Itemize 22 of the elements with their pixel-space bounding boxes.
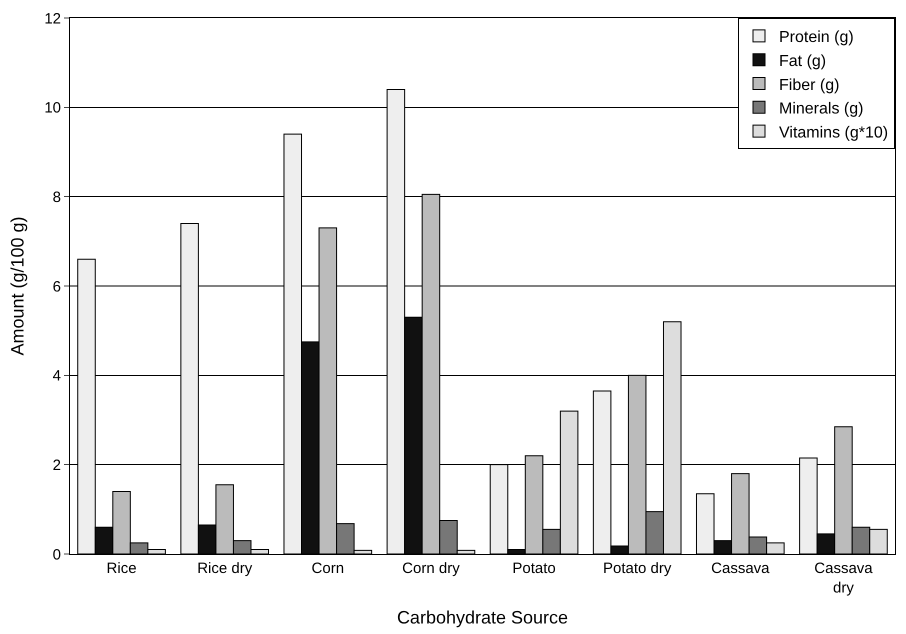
y-axis-title: Amount (g/100 g) bbox=[8, 216, 28, 356]
x-tick-label: Cassava bbox=[711, 560, 770, 577]
legend-label: Protein (g) bbox=[779, 29, 854, 46]
y-tick-label: 6 bbox=[52, 278, 61, 296]
y-tick-label: 0 bbox=[52, 546, 61, 564]
x-tick-label: Potato dry bbox=[603, 560, 672, 577]
legend-label: Fat (g) bbox=[779, 52, 826, 70]
x-tick-label: Corn bbox=[312, 560, 344, 577]
x-axis-title: Carbohydrate Source bbox=[396, 608, 568, 628]
x-tick-label: Cassava dry bbox=[814, 560, 874, 596]
x-tick-label: Corn dry bbox=[402, 560, 460, 577]
y-tick-label: 8 bbox=[52, 188, 61, 206]
legend-label: Minerals (g) bbox=[779, 100, 864, 118]
y-tick-label: 2 bbox=[52, 456, 61, 474]
x-tick-label: Rice dry bbox=[197, 560, 253, 577]
y-tick-label: 10 bbox=[44, 100, 61, 117]
y-tick-label: 4 bbox=[52, 368, 61, 385]
legend-label: Fiber (g) bbox=[779, 76, 840, 94]
legend-label: Vitamins (g*10) bbox=[779, 124, 888, 142]
x-tick-label: Potato bbox=[512, 560, 556, 577]
x-tick-label: Rice bbox=[106, 560, 137, 577]
y-tick-label: 12 bbox=[44, 10, 61, 28]
